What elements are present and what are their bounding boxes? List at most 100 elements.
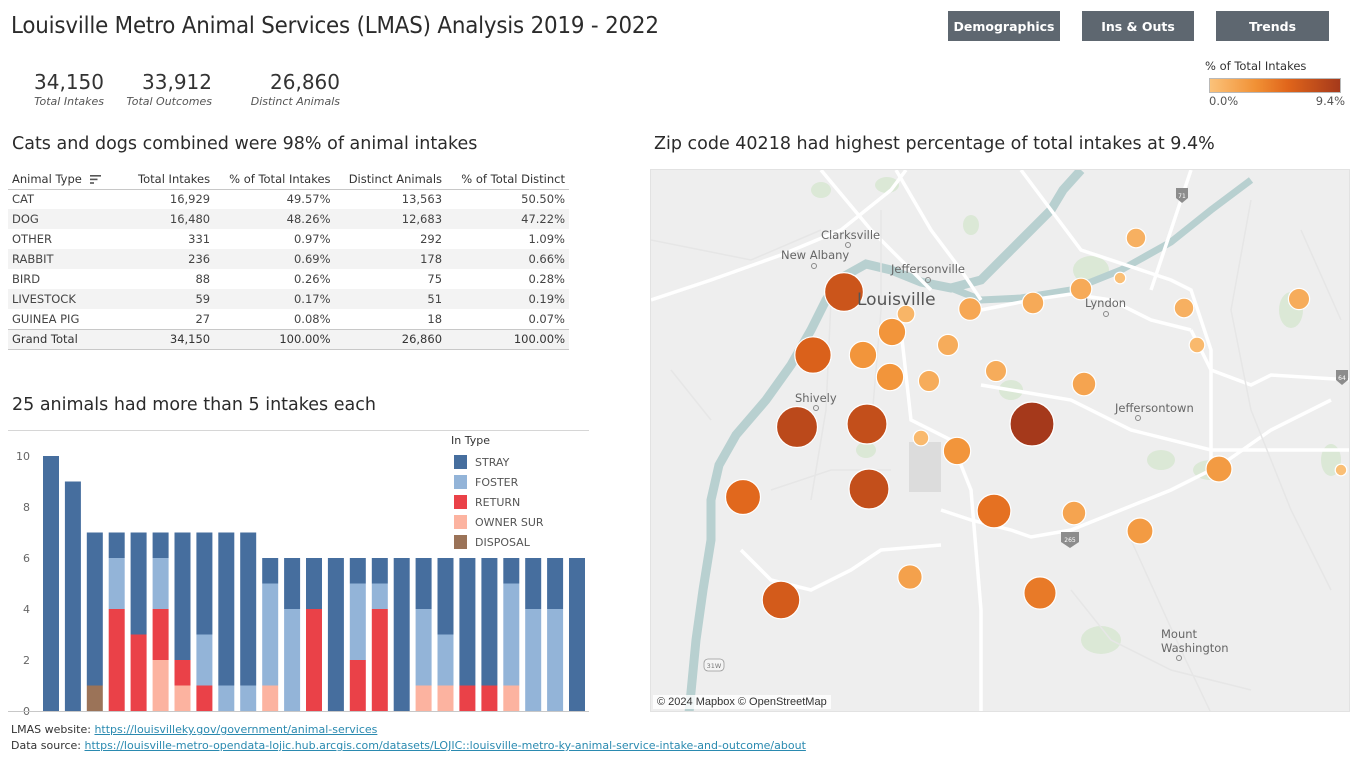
map-canvas[interactable]: 71 64 265 31W — [651, 170, 1350, 712]
zip-circle[interactable] — [958, 297, 982, 321]
bar-segment-foster[interactable] — [152, 558, 169, 609]
table-row[interactable]: CAT 16,929 49.57% 13,563 50.50% — [8, 189, 569, 209]
bar-segment-owner-sur[interactable] — [437, 685, 454, 712]
bar-segment-stray[interactable] — [152, 532, 169, 559]
bar-segment-return[interactable] — [152, 609, 169, 660]
zip-circle[interactable] — [848, 340, 878, 370]
bar-segment-stray[interactable] — [130, 532, 147, 635]
zip-circle[interactable] — [761, 580, 801, 620]
table-row[interactable]: RABBIT 236 0.69% 178 0.66% — [8, 249, 569, 269]
bar-segment-stray[interactable] — [43, 456, 59, 711]
bar-segment-stray[interactable] — [503, 558, 520, 584]
zip-circle[interactable] — [1023, 576, 1057, 610]
zip-code-map[interactable]: 71 64 265 31W Clarksville New Albany Jef… — [650, 169, 1350, 712]
bar-segment-return[interactable] — [459, 685, 476, 712]
zip-circle[interactable] — [912, 429, 930, 447]
data-source-link[interactable]: https://louisville-metro-opendata-lojic.… — [84, 739, 806, 752]
zip-circle[interactable] — [897, 564, 923, 590]
col-header-pct-total-distinct[interactable]: % of Total Distinct — [446, 170, 569, 190]
table-row[interactable]: GUINEA PIG 27 0.08% 18 0.07% — [8, 309, 569, 329]
bar-segment-owner-sur[interactable] — [415, 685, 432, 712]
legend-item-return[interactable]: RETURN — [451, 492, 544, 512]
zip-circle[interactable] — [976, 493, 1012, 529]
bar-segment-return[interactable] — [306, 609, 322, 711]
bar-segment-stray[interactable] — [306, 558, 322, 609]
bar-segment-stray[interactable] — [525, 558, 542, 609]
zip-circle[interactable] — [896, 304, 916, 324]
bar-segment-foster[interactable] — [525, 609, 542, 711]
bar-segment-stray[interactable] — [459, 558, 476, 686]
bar-segment-stray[interactable] — [284, 558, 301, 609]
zip-circle[interactable] — [1069, 277, 1093, 301]
bar-segment-stray[interactable] — [108, 532, 125, 559]
zip-circle[interactable] — [848, 468, 890, 510]
bar-segment-stray[interactable] — [86, 532, 103, 686]
bar-segment-stray[interactable] — [327, 558, 344, 711]
legend-item-owner-sur[interactable]: OWNER SUR — [451, 512, 544, 532]
bar-segment-stray[interactable] — [218, 532, 235, 686]
legend-item-stray[interactable]: STRAY — [451, 452, 544, 472]
legend-item-foster[interactable]: FOSTER — [451, 472, 544, 492]
bar-segment-stray[interactable] — [262, 558, 279, 584]
zip-circle[interactable] — [1334, 463, 1348, 477]
zip-circle[interactable] — [1061, 500, 1087, 526]
zip-circle[interactable] — [877, 317, 907, 347]
table-row[interactable]: LIVESTOCK 59 0.17% 51 0.19% — [8, 289, 569, 309]
bar-segment-foster[interactable] — [284, 609, 301, 711]
zip-circle[interactable] — [1125, 227, 1147, 249]
bar-segment-disposal[interactable] — [86, 685, 103, 712]
bar-segment-foster[interactable] — [437, 634, 454, 686]
col-header-total-intakes[interactable]: Total Intakes — [126, 170, 215, 190]
bar-segment-return[interactable] — [481, 685, 498, 712]
bar-segment-foster[interactable] — [108, 558, 125, 609]
bar-segment-owner-sur[interactable] — [174, 685, 191, 712]
zip-circle[interactable] — [942, 436, 972, 466]
bar-segment-return[interactable] — [371, 609, 388, 711]
zip-circle[interactable] — [1126, 517, 1154, 545]
table-row[interactable]: OTHER 331 0.97% 292 1.09% — [8, 229, 569, 249]
website-link[interactable]: https://louisvilleky.gov/government/anim… — [94, 723, 378, 736]
zip-circle[interactable] — [775, 405, 819, 449]
bar-segment-stray[interactable] — [371, 558, 388, 584]
zip-circle[interactable] — [936, 333, 960, 357]
legend-item-disposal[interactable]: DISPOSAL — [451, 532, 544, 552]
zip-circle[interactable] — [1188, 336, 1206, 354]
bar-segment-stray[interactable] — [349, 558, 366, 584]
bar-segment-return[interactable] — [108, 609, 125, 711]
zip-circle[interactable] — [1113, 271, 1127, 285]
trends-button[interactable]: Trends — [1216, 11, 1329, 41]
bar-segment-stray[interactable] — [415, 558, 432, 609]
bar-segment-stray[interactable] — [481, 558, 498, 686]
bar-segment-foster[interactable] — [240, 685, 257, 712]
col-header-pct-total-intakes[interactable]: % of Total Intakes — [214, 170, 335, 190]
bar-segment-stray[interactable] — [437, 558, 454, 635]
table-row[interactable]: BIRD 88 0.26% 75 0.28% — [8, 269, 569, 289]
ins-and-outs-button[interactable]: Ins & Outs — [1082, 11, 1194, 41]
col-header-animal-type[interactable]: Animal Type — [8, 170, 126, 190]
zip-circle[interactable] — [917, 369, 941, 393]
zip-circle[interactable] — [794, 336, 832, 374]
zip-circle[interactable] — [1071, 371, 1097, 397]
bar-segment-owner-sur[interactable] — [152, 660, 169, 711]
zip-circle[interactable] — [1173, 297, 1195, 319]
bar-segment-foster[interactable] — [349, 583, 366, 661]
zip-circle-40218[interactable] — [1009, 401, 1055, 447]
map-attribution[interactable]: © 2024 Mapbox © OpenStreetMap — [653, 695, 831, 709]
bar-segment-stray[interactable] — [174, 532, 191, 661]
bar-segment-owner-sur[interactable] — [262, 685, 279, 712]
zip-circle[interactable] — [1205, 455, 1233, 483]
bar-segment-return[interactable] — [174, 660, 191, 686]
zip-circle[interactable] — [1021, 291, 1045, 315]
bar-segment-stray[interactable] — [569, 558, 585, 711]
bar-segment-stray[interactable] — [547, 558, 564, 609]
bar-segment-foster[interactable] — [547, 609, 564, 711]
bar-segment-foster[interactable] — [371, 583, 388, 610]
zip-circle[interactable] — [984, 359, 1008, 383]
col-header-distinct-animals[interactable]: Distinct Animals — [334, 170, 447, 190]
bar-segment-stray[interactable] — [196, 532, 213, 635]
bar-segment-stray[interactable] — [64, 481, 81, 712]
zip-circle[interactable] — [846, 403, 888, 445]
bar-segment-foster[interactable] — [218, 685, 235, 712]
bar-segment-stray[interactable] — [393, 558, 410, 711]
bar-segment-foster[interactable] — [262, 583, 279, 686]
